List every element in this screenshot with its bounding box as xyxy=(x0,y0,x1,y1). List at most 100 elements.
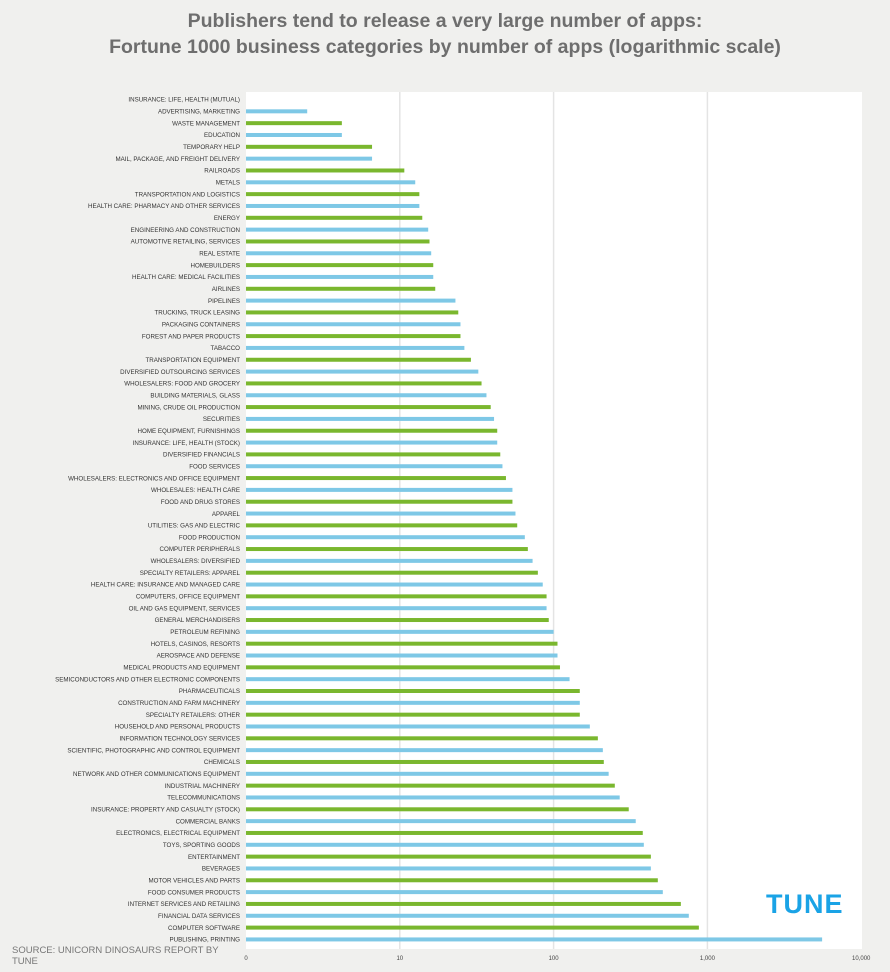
bar xyxy=(246,759,604,764)
category-label: HEALTH CARE: MEDICAL FACILITIES xyxy=(132,274,240,281)
bar xyxy=(246,298,456,303)
category-label: WHOLESALES: HEALTH CARE xyxy=(151,487,240,494)
category-label: NETWORK AND OTHER COMMUNICATIONS EQUIPME… xyxy=(73,771,240,778)
bar xyxy=(246,748,603,753)
category-label: EDUCATION xyxy=(204,132,240,139)
category-label: CONSTRUCTION AND FARM MACHINERY xyxy=(118,700,240,707)
bar xyxy=(246,535,525,540)
x-tick-label: 10,000 xyxy=(852,956,871,962)
category-label: HOMEBUILDERS xyxy=(190,262,240,269)
category-label: FOOD PRODUCTION xyxy=(179,534,240,541)
category-label: WHOLESALERS: ELECTRONICS AND OFFICE EQUI… xyxy=(68,475,240,482)
title-line-2: Fortune 1000 business categories by numb… xyxy=(109,36,781,58)
bar xyxy=(246,558,533,563)
category-label: DIVERSIFIED FINANCIALS xyxy=(163,452,240,459)
category-label: MOTOR VEHICLES AND PARTS xyxy=(149,877,240,884)
bar xyxy=(246,405,491,410)
category-label: COMPUTERS, OFFICE EQUIPMENT xyxy=(136,594,240,601)
bar xyxy=(246,440,498,445)
category-label: AEROSPACE AND DEFENSE xyxy=(157,653,240,660)
category-label: COMPUTER SOFTWARE xyxy=(168,925,240,932)
category-label: COMPUTER PERIPHERALS xyxy=(160,546,240,553)
category-label: TEMPORARY HELP xyxy=(183,144,240,151)
category-label: WHOLESALERS: DIVERSIFIED xyxy=(151,558,241,565)
category-label: MINING, CRUDE OIL PRODUCTION xyxy=(137,404,240,411)
category-label: CHEMICALS xyxy=(204,759,240,766)
bar xyxy=(246,180,416,185)
category-label: TRANSPORTATION EQUIPMENT xyxy=(145,357,240,364)
category-label: TRUCKING, TRUCK LEASING xyxy=(155,310,241,317)
category-label: WASTE MANAGEMENT xyxy=(172,120,240,127)
bar xyxy=(246,594,547,599)
bar xyxy=(246,203,420,208)
bar xyxy=(246,700,580,705)
bar xyxy=(246,369,479,374)
category-label: REAL ESTATE xyxy=(199,250,240,257)
bar xyxy=(246,783,615,788)
bar xyxy=(246,830,643,835)
category-label: INSURANCE: PROPERTY AND CASUALTY (STOCK) xyxy=(91,807,240,814)
category-label: UTILITIES: GAS AND ELECTRIC xyxy=(148,523,241,530)
category-label: SCIENTIFIC, PHOTOGRAPHIC AND CONTROL EQU… xyxy=(67,747,240,754)
category-label: FINANCIAL DATA SERVICES xyxy=(158,913,240,920)
category-label: PETROLEUM REFINING xyxy=(170,629,240,636)
category-label: MEDICAL PRODUCTS AND EQUIPMENT xyxy=(123,665,240,672)
bar xyxy=(246,641,558,646)
bar xyxy=(246,464,503,469)
category-label: BUILDING MATERIALS, GLASS xyxy=(150,392,240,399)
bar xyxy=(246,807,629,812)
bar xyxy=(246,156,373,161)
bar xyxy=(246,251,432,256)
category-label: ENTERTAINMENT xyxy=(188,854,240,861)
bar xyxy=(246,771,609,776)
category-label: HOME EQUIPMENT, FURNISHINGS xyxy=(138,428,240,435)
bar xyxy=(246,192,420,197)
bar xyxy=(246,712,580,717)
title-line-1: Publishers tend to release a very large … xyxy=(187,10,703,32)
bar xyxy=(246,925,699,930)
bar xyxy=(246,499,513,504)
category-label: ENERGY xyxy=(214,215,240,222)
bar xyxy=(246,286,436,291)
bar xyxy=(246,606,547,611)
bar xyxy=(246,618,549,623)
bar xyxy=(246,416,495,421)
bar xyxy=(246,345,465,350)
category-label: PHARMACEUTICALS xyxy=(179,688,240,695)
category-label: FOOD AND DRUG STORES xyxy=(161,499,240,506)
tune-logo: TUNE xyxy=(766,889,844,919)
category-label: COMMERCIAL BANKS xyxy=(176,818,240,825)
bar xyxy=(246,168,405,173)
x-tick-label: 100 xyxy=(549,956,560,962)
bar xyxy=(246,866,651,871)
x-tick-label: 10 xyxy=(396,956,403,962)
category-label: FOOD SERVICES xyxy=(189,463,240,470)
category-label: WHOLESALERS: FOOD AND GROCERY xyxy=(124,381,240,388)
x-tick-label: 0 xyxy=(244,956,248,962)
category-label: TOYS, SPORTING GOODS xyxy=(163,842,240,849)
category-labels: INSURANCE: LIFE, HEALTH (MUTUAL) ADVERTIS… xyxy=(55,97,240,944)
category-label: PUBLISHING, PRINTING xyxy=(170,937,241,944)
category-label: OIL AND GAS EQUIPMENT, SERVICES xyxy=(129,605,240,612)
bar xyxy=(246,736,598,741)
bar xyxy=(246,263,434,268)
category-label: FOOD CONSUMER PRODUCTS xyxy=(148,889,240,896)
bar xyxy=(246,215,423,220)
bar xyxy=(246,511,516,516)
category-label: ADVERTISING, MARKETING xyxy=(158,109,240,116)
category-label: HOUSEHOLD AND PERSONAL PRODUCTS xyxy=(115,724,240,731)
bar xyxy=(246,795,620,800)
source-note: SOURCE: UNICORN DINOSAURS REPORT BY TUNE xyxy=(12,945,219,967)
bar xyxy=(246,227,429,232)
bar xyxy=(246,274,434,279)
category-label: PACKAGING CONTAINERS xyxy=(162,321,240,328)
category-label: APPAREL xyxy=(212,511,241,518)
bar xyxy=(246,878,658,883)
category-label: AIRLINES xyxy=(212,286,240,293)
x-tick-label: 1,000 xyxy=(700,956,716,962)
category-label: RAILROADS xyxy=(204,168,240,175)
bar xyxy=(246,357,471,362)
bar xyxy=(246,937,823,942)
bar xyxy=(246,310,459,315)
